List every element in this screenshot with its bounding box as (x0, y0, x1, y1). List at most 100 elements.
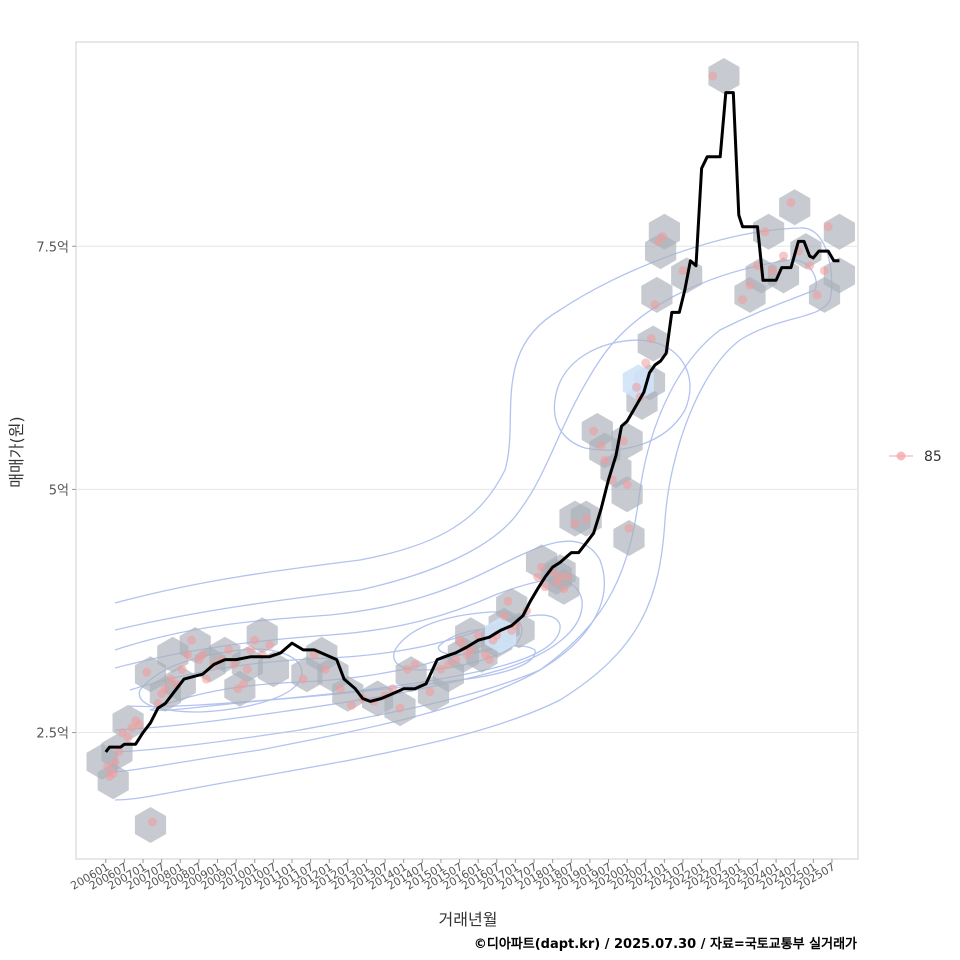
data-point (242, 664, 252, 674)
hexbin-cell (823, 213, 855, 250)
data-point (738, 295, 748, 305)
data-point (618, 436, 628, 446)
data-point (812, 290, 822, 300)
data-point (177, 664, 187, 674)
legend-label: 85 (924, 449, 942, 465)
data-point (540, 582, 550, 592)
density-contour (114, 579, 583, 731)
data-point (250, 635, 260, 645)
data-point (451, 655, 461, 665)
data-point (767, 266, 777, 276)
data-point (581, 514, 591, 524)
data-point (823, 222, 833, 232)
data-point (559, 584, 569, 594)
hexbin-cell (641, 276, 673, 313)
data-point (779, 251, 789, 261)
data-point (570, 518, 580, 528)
data-point (410, 659, 420, 669)
data-point (752, 261, 762, 271)
data-point (786, 197, 796, 207)
legend-point-swatch (896, 451, 906, 461)
data-point (123, 732, 133, 742)
data-point (142, 667, 152, 677)
data-point (443, 659, 453, 669)
data-point (198, 650, 208, 660)
data-point (147, 817, 157, 827)
moving-average-path (104, 91, 840, 753)
moving-average-line (104, 91, 840, 753)
data-point (503, 596, 513, 606)
grid-lines (76, 245, 858, 734)
data-point (347, 700, 357, 710)
hexbin-cell (613, 520, 645, 556)
data-point (436, 664, 446, 674)
y-axis-title: 매매가(원) (7, 416, 26, 487)
data-point (320, 664, 330, 674)
data-point (624, 523, 634, 533)
data-point (473, 630, 483, 640)
data-point (536, 562, 546, 572)
data-point (395, 703, 405, 713)
data-point (110, 757, 120, 767)
data-point (805, 261, 815, 271)
data-point (646, 334, 656, 344)
data-point (127, 723, 137, 733)
data-point (631, 382, 641, 392)
data-point (186, 635, 196, 645)
data-point (600, 455, 610, 465)
scatter-points (103, 71, 833, 827)
data-point (589, 426, 599, 436)
data-point (388, 684, 398, 694)
data-point (183, 650, 193, 660)
data-point (484, 655, 494, 665)
y-tick-label: 2.5억 (36, 727, 69, 742)
data-point (425, 687, 435, 697)
data-point (650, 300, 660, 310)
data-point (224, 645, 234, 655)
data-point (114, 747, 124, 757)
data-point (708, 71, 718, 81)
hexbin-cell (611, 476, 643, 513)
data-point (658, 232, 667, 242)
data-point (298, 674, 308, 684)
y-axis-ticks: 2.5억 5억 7.5억 (36, 240, 76, 742)
data-point (108, 768, 118, 778)
data-point (745, 280, 755, 290)
data-point (239, 679, 249, 689)
data-point (103, 762, 113, 772)
hexbin-cell (779, 189, 811, 226)
data-point (246, 645, 256, 655)
data-point (533, 572, 543, 582)
data-point (160, 684, 170, 694)
data-point (622, 480, 632, 490)
data-point (499, 611, 509, 621)
density-contour (114, 540, 605, 753)
x-axis-title: 거래년월 (439, 910, 498, 929)
data-point (201, 674, 211, 684)
hexbin-cell (823, 257, 855, 294)
data-point (641, 358, 651, 368)
data-point (563, 572, 573, 582)
hexbin-cell (622, 364, 654, 401)
y-tick-label: 7.5억 (36, 240, 69, 255)
data-point (596, 441, 606, 451)
data-point (555, 572, 565, 582)
legend: 85 (889, 449, 942, 465)
source-caption: ©디아파트(dapt.kr) / 2025.07.30 / 자료=국토교통부 실… (474, 936, 857, 952)
data-point (229, 659, 239, 669)
hexbin-cell (637, 325, 669, 362)
plot-panel (75, 41, 859, 860)
hexbin-cell (257, 651, 289, 688)
data-point (760, 227, 770, 237)
y-tick-label: 5억 (49, 483, 69, 498)
hexbin-cell (708, 58, 740, 94)
hexbin-cell (97, 763, 129, 800)
data-point (402, 664, 412, 674)
data-point (134, 720, 144, 730)
data-point (819, 266, 829, 276)
data-point (265, 640, 275, 650)
data-point (678, 266, 688, 276)
density-contour (553, 339, 691, 451)
data-point (335, 684, 345, 694)
